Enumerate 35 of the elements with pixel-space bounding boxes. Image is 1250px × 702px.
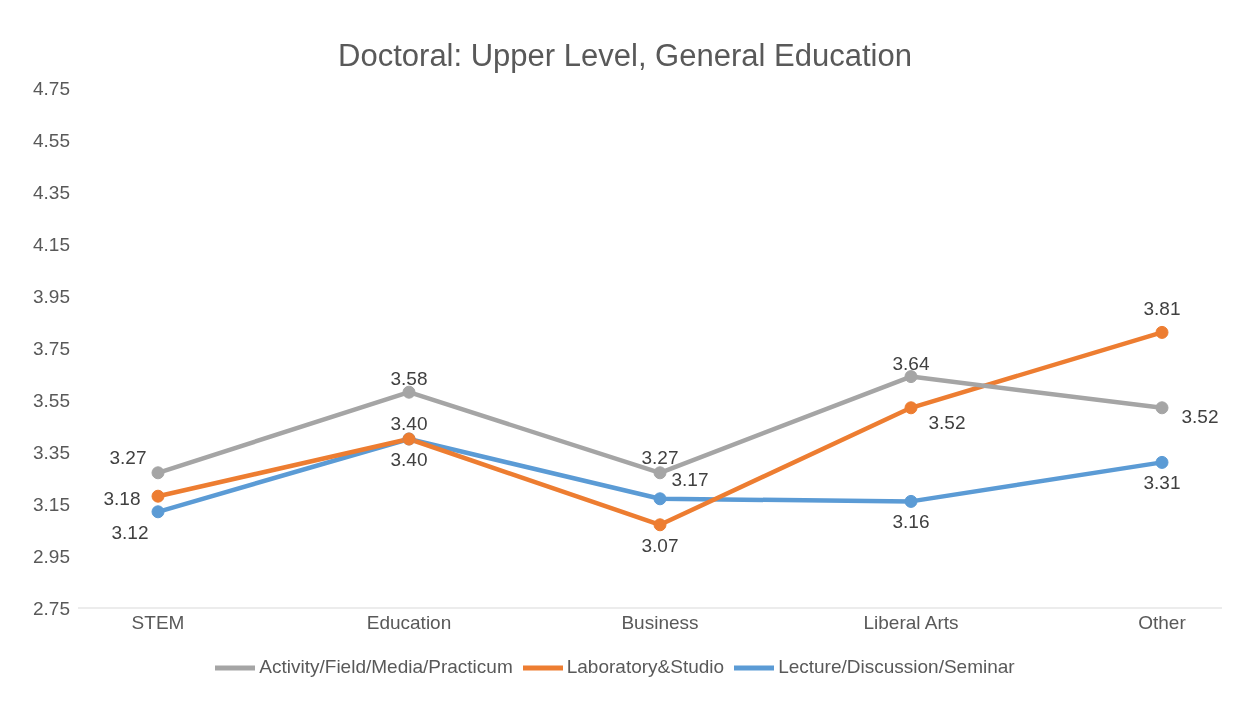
legend-label: Laboratory&Studio bbox=[566, 656, 725, 678]
x-tick-label: Business bbox=[621, 612, 699, 634]
data-label: 3.27 bbox=[641, 446, 679, 468]
data-label: 3.17 bbox=[671, 468, 709, 490]
legend-label: Activity/Field/Media/Practicum bbox=[259, 656, 513, 678]
data-label: 3.52 bbox=[928, 411, 966, 433]
y-tick-label: 4.15 bbox=[33, 233, 70, 255]
x-tick-label: Other bbox=[1138, 612, 1187, 634]
data-label: 3.07 bbox=[641, 534, 679, 556]
y-tick-label: 3.95 bbox=[33, 285, 70, 307]
data-label: 3.40 bbox=[390, 413, 428, 435]
data-label: 3.52 bbox=[1181, 405, 1219, 427]
y-tick-label: 4.35 bbox=[33, 181, 70, 203]
y-tick-label: 3.55 bbox=[33, 389, 70, 411]
data-label: 3.31 bbox=[1143, 472, 1181, 494]
data-label: 3.18 bbox=[103, 488, 141, 510]
data-label: 3.64 bbox=[892, 352, 930, 374]
legend-label: Lecture/Discussion/Seminar bbox=[778, 656, 1015, 678]
x-tick-label: Education bbox=[366, 612, 452, 634]
y-tick-label: 4.75 bbox=[33, 77, 70, 99]
data-label: 3.27 bbox=[109, 446, 147, 468]
data-label: 3.40 bbox=[390, 449, 428, 471]
y-tick-label: 3.75 bbox=[33, 337, 70, 359]
data-label: 3.58 bbox=[390, 368, 428, 390]
x-tick-label: STEM bbox=[131, 612, 185, 634]
y-tick-label: 4.55 bbox=[33, 129, 70, 151]
y-tick-label: 3.15 bbox=[33, 493, 70, 515]
chart-title: Doctoral: Upper Level, General Education bbox=[337, 38, 913, 74]
y-tick-label: 2.75 bbox=[33, 597, 70, 619]
y-tick-label: 3.35 bbox=[33, 441, 70, 463]
data-label: 3.16 bbox=[892, 511, 930, 533]
y-tick-label: 2.95 bbox=[33, 545, 70, 567]
x-tick-label: Liberal Arts bbox=[863, 612, 959, 634]
data-label: 3.81 bbox=[1143, 298, 1181, 320]
data-label: 3.12 bbox=[111, 521, 149, 543]
